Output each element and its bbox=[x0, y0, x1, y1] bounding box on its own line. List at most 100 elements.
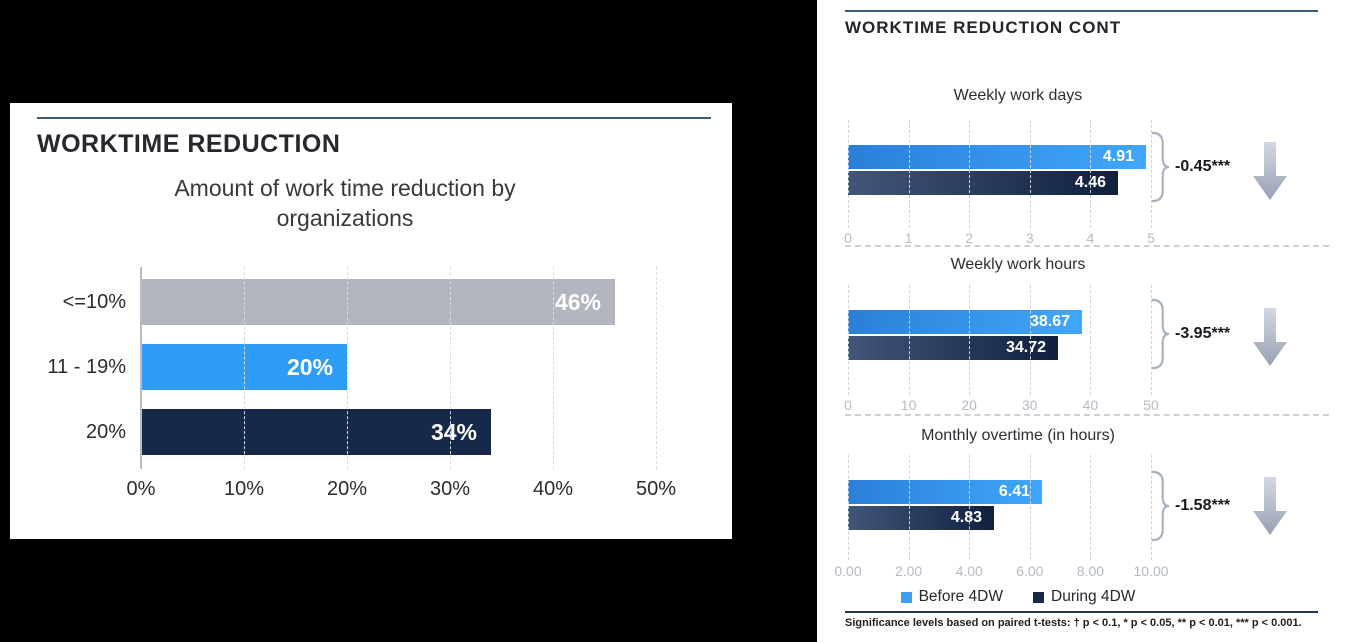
x-axis-ticks: 0 10 20 30 40 50 bbox=[844, 397, 1159, 421]
bar-value-label: 6.41 bbox=[998, 483, 1030, 500]
gridline bbox=[1029, 455, 1031, 560]
brace-glyph bbox=[1150, 131, 1170, 203]
x-tick-label: 4.00 bbox=[955, 563, 983, 579]
x-tick-label: 10% bbox=[223, 478, 265, 500]
significance-footnote: Significance levels based on paired t-te… bbox=[845, 617, 1302, 629]
difference-label: -0.45*** bbox=[1175, 158, 1231, 175]
worktime-reduction-cont-panel: WORKTIME REDUCTION CONT Weekly work days… bbox=[817, 0, 1362, 642]
x-tick-label: 30% bbox=[429, 478, 471, 500]
legend-item-before-4dw: Before 4DW bbox=[900, 588, 1003, 606]
x-axis-ticks: 0.00 2.00 4.00 6.00 8.00 10.00 bbox=[834, 563, 1168, 587]
x-tick-label: 40 bbox=[1082, 397, 1099, 413]
x-tick-label: 20% bbox=[326, 478, 368, 500]
bar-before-4dw: 6.41 bbox=[848, 480, 1042, 504]
bar-value-label: 34.72 bbox=[1005, 339, 1046, 356]
section-title: Weekly work days bbox=[953, 87, 1083, 104]
bar-before-4dw: 38.67 bbox=[848, 310, 1082, 334]
bar-20pct: 34% bbox=[141, 409, 491, 455]
gridline bbox=[450, 267, 451, 469]
worktime-reduction-card: WORKTIME REDUCTION Amount of work time r… bbox=[10, 103, 732, 539]
down-arrow-icon bbox=[1253, 142, 1287, 202]
bar-during-4dw: 34.72 bbox=[848, 336, 1058, 360]
bar-before-4dw: 4.91 bbox=[848, 145, 1146, 169]
gridline bbox=[908, 285, 910, 395]
gridline bbox=[347, 267, 348, 469]
x-tick-label: 3 bbox=[1025, 230, 1034, 246]
bar-during-4dw: 4.83 bbox=[848, 506, 994, 530]
bar-value-label: 46% bbox=[554, 289, 601, 315]
card-title: WORKTIME REDUCTION bbox=[37, 130, 341, 158]
x-tick-label: 4 bbox=[1086, 230, 1095, 246]
x-tick-label: 1 bbox=[904, 230, 913, 246]
section-separator bbox=[845, 245, 1329, 247]
gridline bbox=[969, 285, 971, 395]
bar-le10pct: 46% bbox=[141, 279, 615, 325]
gridline bbox=[1029, 285, 1031, 395]
legend-swatch-navy bbox=[1033, 591, 1044, 603]
header-accent-line bbox=[845, 10, 1318, 12]
section-title: Weekly work hours bbox=[950, 256, 1086, 273]
chart-title: Amount of work time reduction by organiz… bbox=[174, 175, 516, 231]
header-accent-line bbox=[37, 117, 711, 119]
legend: Before 4DW During 4DW bbox=[848, 588, 1188, 606]
section-separator bbox=[845, 414, 1329, 416]
gridline bbox=[1090, 455, 1092, 560]
plot-area: 4.91 4.46 bbox=[848, 120, 1152, 228]
x-tick-label: 0 bbox=[844, 397, 852, 413]
x-tick-label: 10 bbox=[900, 397, 917, 413]
x-axis-ticks: 0% 10% 20% 30% 40% 50% bbox=[127, 478, 676, 502]
gridline bbox=[1151, 120, 1152, 228]
x-tick-label: 20 bbox=[961, 397, 977, 413]
legend-item-during-4dw: During 4DW bbox=[1033, 588, 1135, 606]
difference-label: -1.58*** bbox=[1175, 497, 1231, 514]
gridline bbox=[848, 120, 849, 228]
gridline bbox=[908, 455, 910, 560]
difference-label: -3.95*** bbox=[1175, 325, 1231, 342]
gridline bbox=[1090, 120, 1092, 228]
x-tick-label: 40% bbox=[532, 478, 574, 500]
gridline bbox=[553, 267, 554, 469]
panel-title: WORKTIME REDUCTION CONT bbox=[845, 18, 1122, 37]
plot-area: <=10% 11 - 19% 20% 46% 20% 34% 0% 10% 20% 3… bbox=[47, 267, 676, 500]
footnote-divider bbox=[845, 611, 1318, 613]
plot-area: 6.41 4.83 bbox=[848, 455, 1152, 560]
x-tick-label: 0 bbox=[844, 230, 852, 246]
gridline bbox=[969, 120, 971, 228]
x-tick-label: 6.00 bbox=[1016, 563, 1044, 579]
bar-value-label: 4.83 bbox=[950, 509, 982, 526]
bar-value-label: 34% bbox=[430, 419, 477, 445]
category-label: 20% bbox=[85, 421, 126, 443]
x-tick-label: 8.00 bbox=[1076, 563, 1105, 579]
gridline bbox=[656, 267, 657, 469]
x-tick-label: 10.00 bbox=[1133, 563, 1169, 579]
bar-value-label: 38.67 bbox=[1029, 313, 1070, 330]
gridline bbox=[140, 267, 142, 469]
x-tick-label: 0.00 bbox=[834, 563, 862, 579]
x-axis-ticks: 0 1 2 3 4 5 bbox=[844, 230, 1155, 254]
x-tick-label: 2 bbox=[965, 230, 974, 246]
gridline bbox=[1151, 455, 1152, 560]
gridline bbox=[1029, 120, 1031, 228]
gridline bbox=[848, 285, 849, 395]
down-arrow-icon bbox=[1253, 477, 1287, 537]
category-label: <=10% bbox=[62, 291, 126, 313]
legend-swatch-blue bbox=[900, 591, 912, 603]
x-tick-label: 50 bbox=[1143, 397, 1159, 413]
gridline bbox=[1090, 285, 1092, 395]
x-tick-label: 0% bbox=[126, 478, 156, 500]
x-tick-label: 2.00 bbox=[894, 563, 923, 579]
gridline bbox=[244, 267, 245, 469]
category-label: 11 - 19% bbox=[47, 356, 126, 378]
gridline bbox=[848, 455, 849, 560]
x-tick-label: 50% bbox=[635, 478, 677, 500]
brace-glyph bbox=[1150, 470, 1170, 542]
gridline bbox=[908, 120, 910, 228]
down-arrow-icon bbox=[1253, 308, 1287, 368]
x-tick-label: 30 bbox=[1022, 397, 1038, 413]
gridline bbox=[1151, 285, 1152, 395]
bar-value-label: 4.91 bbox=[1102, 148, 1134, 165]
brace-glyph bbox=[1150, 298, 1170, 370]
section-title: Monthly overtime (in hours) bbox=[921, 427, 1115, 444]
x-tick-label: 5 bbox=[1147, 230, 1155, 246]
